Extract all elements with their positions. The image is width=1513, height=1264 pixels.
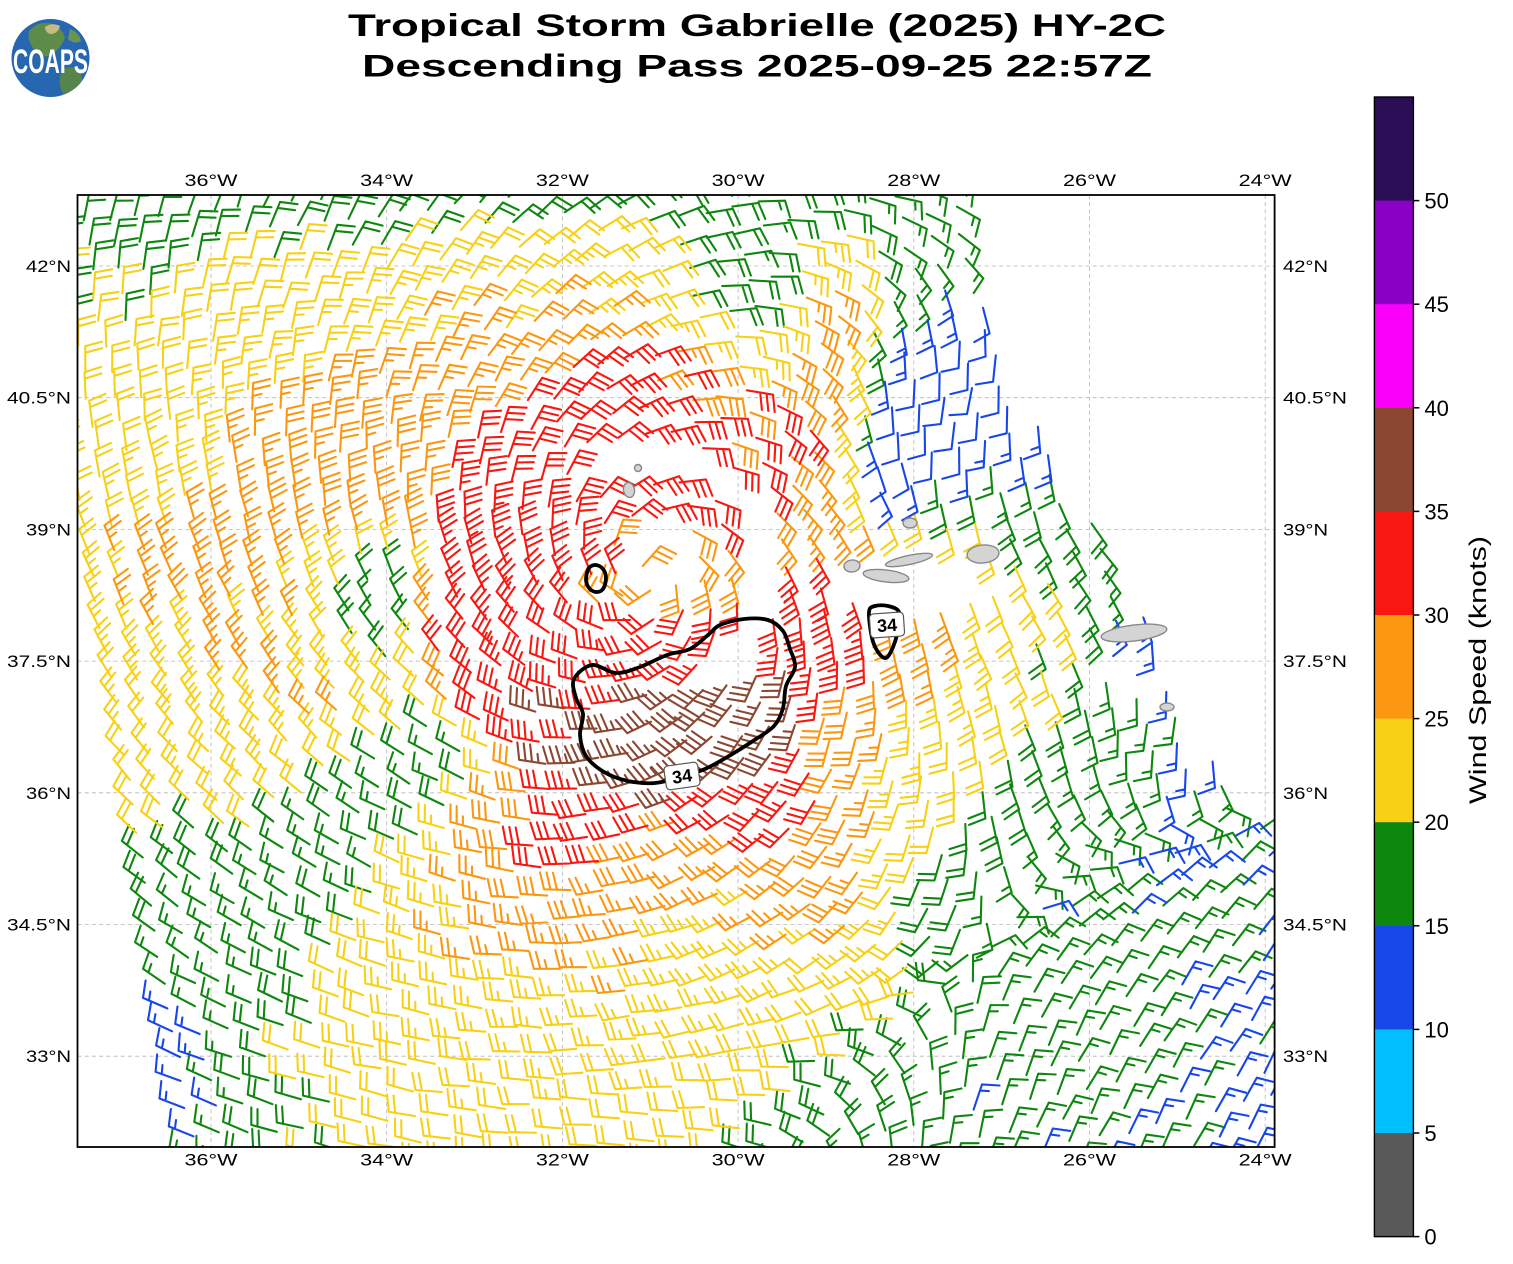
svg-text:30: 30	[1424, 603, 1448, 628]
svg-text:45: 45	[1424, 292, 1448, 317]
svg-text:Descending Pass 2025-09-25 22:: Descending Pass 2025-09-25 22:57Z	[362, 48, 1152, 84]
svg-text:39°N: 39°N	[1283, 520, 1328, 539]
svg-text:10: 10	[1424, 1017, 1448, 1042]
svg-text:0: 0	[1424, 1225, 1436, 1250]
svg-text:30°W: 30°W	[712, 171, 765, 190]
svg-text:34: 34	[876, 615, 897, 636]
svg-text:36°W: 36°W	[185, 171, 238, 190]
svg-text:28°W: 28°W	[887, 171, 940, 190]
svg-text:26°W: 26°W	[1063, 1151, 1116, 1170]
svg-text:33°N: 33°N	[1283, 1047, 1328, 1066]
svg-text:24°W: 24°W	[1239, 1151, 1292, 1170]
svg-text:37.5°N: 37.5°N	[7, 652, 71, 671]
svg-text:32°W: 32°W	[536, 171, 589, 190]
svg-text:35: 35	[1424, 499, 1448, 524]
svg-text:15: 15	[1424, 914, 1448, 939]
svg-text:36°N: 36°N	[26, 784, 71, 803]
svg-text:37.5°N: 37.5°N	[1283, 652, 1347, 671]
svg-text:34.5°N: 34.5°N	[7, 916, 71, 935]
svg-text:34°W: 34°W	[360, 1151, 413, 1170]
svg-text:5: 5	[1424, 1121, 1436, 1146]
svg-text:40.5°N: 40.5°N	[1283, 389, 1347, 408]
svg-text:Wind Speed (knots): Wind Speed (knots)	[1465, 536, 1492, 804]
svg-text:42°N: 42°N	[1283, 257, 1328, 276]
svg-text:32°W: 32°W	[536, 1151, 589, 1170]
svg-text:42°N: 42°N	[26, 257, 71, 276]
svg-text:24°W: 24°W	[1239, 171, 1292, 190]
svg-text:34°W: 34°W	[360, 171, 413, 190]
svg-text:30°W: 30°W	[712, 1151, 765, 1170]
svg-text:COAPS: COAPS	[13, 43, 88, 81]
svg-text:34: 34	[671, 765, 694, 788]
svg-text:40.5°N: 40.5°N	[7, 389, 71, 408]
svg-text:33°N: 33°N	[26, 1047, 71, 1066]
svg-text:28°W: 28°W	[887, 1151, 940, 1170]
svg-text:20: 20	[1424, 810, 1448, 835]
svg-text:25: 25	[1424, 707, 1448, 732]
svg-text:36°W: 36°W	[185, 1151, 238, 1170]
svg-text:26°W: 26°W	[1063, 171, 1116, 190]
svg-text:Tropical Storm Gabrielle (2025: Tropical Storm Gabrielle (2025) HY-2C	[348, 7, 1166, 43]
svg-text:40: 40	[1424, 396, 1448, 421]
svg-text:36°N: 36°N	[1283, 784, 1328, 803]
svg-text:34.5°N: 34.5°N	[1283, 916, 1347, 935]
svg-text:50: 50	[1424, 189, 1448, 214]
svg-text:39°N: 39°N	[26, 520, 71, 539]
